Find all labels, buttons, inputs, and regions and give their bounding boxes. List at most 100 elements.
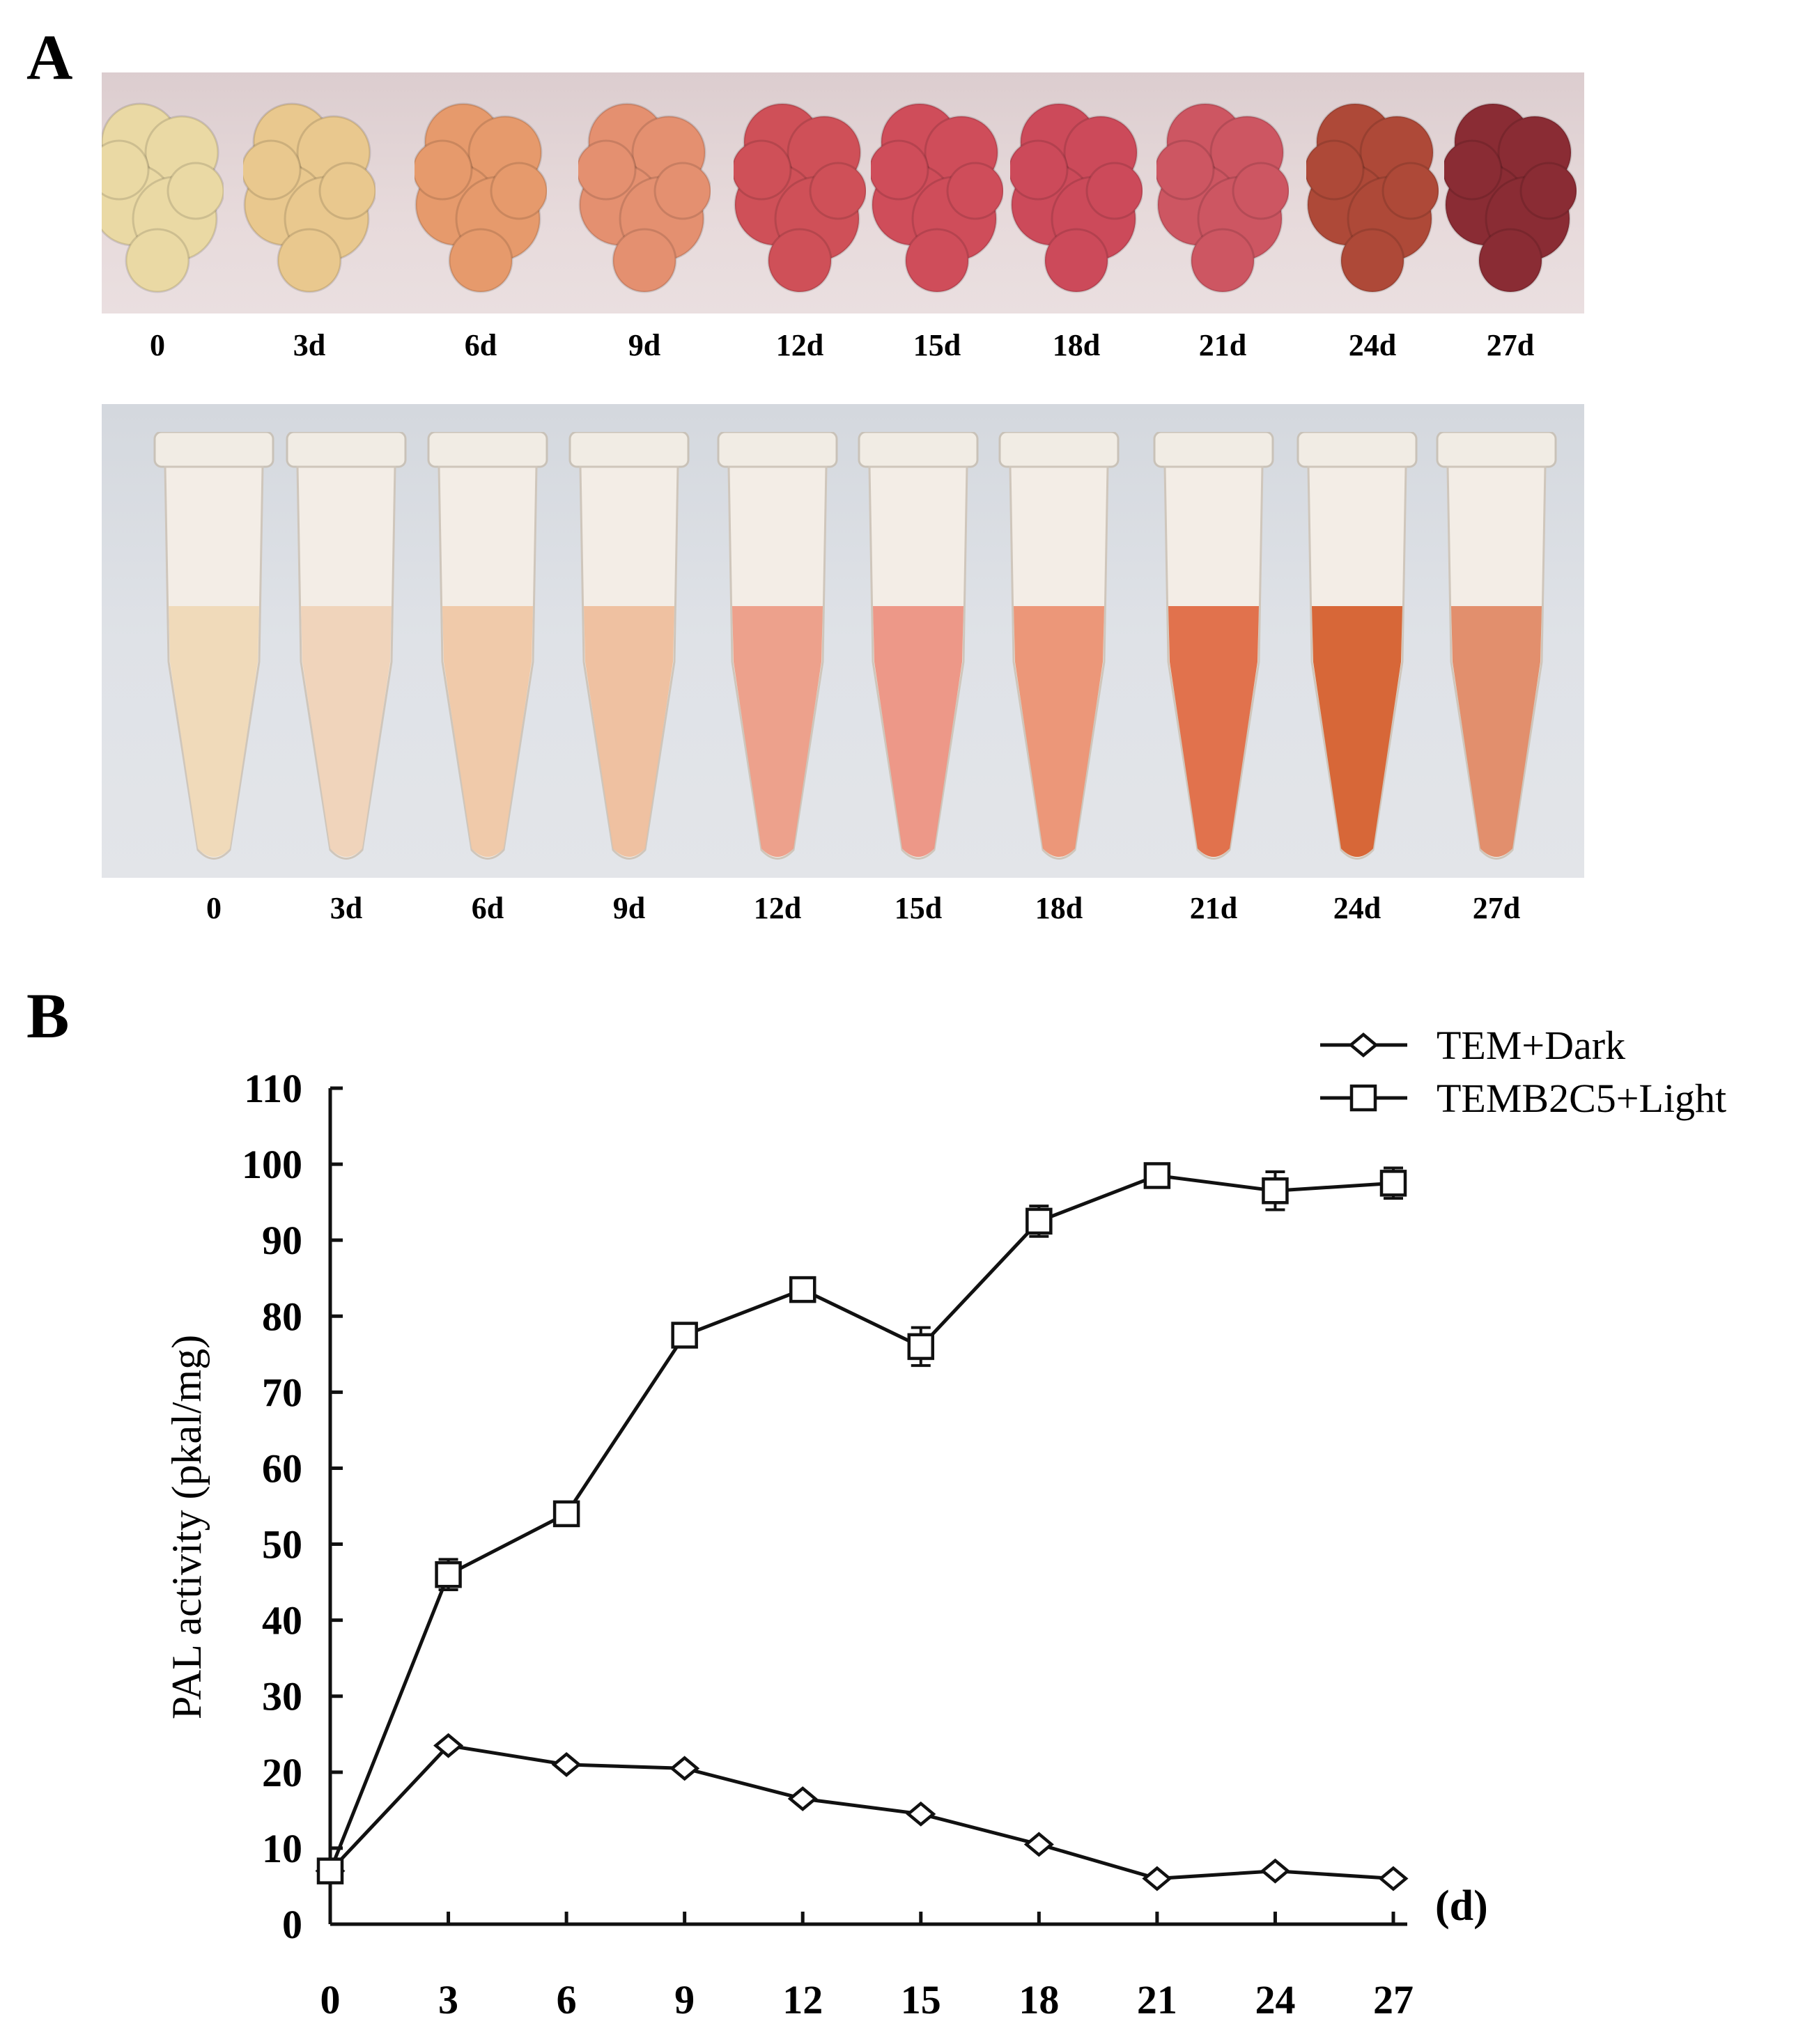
x-tick-label: 6 <box>557 1977 577 2022</box>
callus-time-label: 9d <box>628 328 661 362</box>
tube-cap <box>568 432 690 468</box>
tube-time-label: 15d <box>894 891 943 925</box>
callus-lobe <box>318 162 376 220</box>
callus-lobe <box>1044 228 1109 293</box>
callus-time-label: 0 <box>150 328 165 362</box>
callus-lobe <box>1010 139 1069 201</box>
tube-sample <box>286 432 407 860</box>
legend-item: TEMB2C5+Light <box>1320 1076 1726 1121</box>
tube-liquid <box>732 606 823 857</box>
pal-activity-chart: 0 10 20 30 40 50 60 70 80 90 100 110 0 3 6 9 12 15 18 21 24 2… <box>164 1023 1726 2022</box>
callus-lobe <box>612 228 677 293</box>
callus-sample <box>734 102 866 293</box>
y-tick-label: 20 <box>262 1750 302 1795</box>
callus-sample <box>415 102 547 293</box>
y-tick-label: 30 <box>262 1674 302 1719</box>
tube-time-label: 24d <box>1333 891 1381 925</box>
callus-lobe <box>1190 228 1255 293</box>
callus-sample <box>102 102 224 293</box>
y-tick-label: 40 <box>262 1598 302 1643</box>
x-tick-label: 21 <box>1137 1977 1177 2022</box>
y-tick-label: 80 <box>262 1294 302 1339</box>
tube-sample <box>1436 432 1557 860</box>
tube-liquid <box>584 606 674 857</box>
tube-cap <box>1436 432 1557 468</box>
x-unit-label: (d) <box>1435 1882 1488 1930</box>
callus-sample <box>1156 102 1289 293</box>
panel-a-label: A <box>26 22 73 93</box>
series-line <box>328 1173 1394 1872</box>
callus-lobe <box>1381 162 1439 220</box>
data-point-diamond <box>1142 1866 1172 1891</box>
tube-time-label: 27d <box>1472 891 1521 925</box>
data-point-diamond <box>906 1801 936 1827</box>
y-tick-label: 110 <box>244 1066 302 1111</box>
x-tick-label: 18 <box>1019 1977 1059 2022</box>
tube-time-label: 21d <box>1189 891 1238 925</box>
x-tick-label: 12 <box>782 1977 823 2022</box>
data-point-square <box>316 1857 344 1884</box>
data-point-diamond <box>433 1733 464 1758</box>
tube-cap <box>858 432 979 468</box>
callus-lobe <box>102 139 150 201</box>
legend-label: TEMB2C5+Light <box>1437 1076 1726 1121</box>
callus-sample <box>1010 102 1143 293</box>
tube-sample <box>153 432 274 860</box>
tube-time-label: 0 <box>206 891 222 925</box>
tube-liquid <box>169 606 259 857</box>
tube-time-label: 18d <box>1035 891 1083 925</box>
data-point-square <box>1143 1162 1171 1189</box>
tube-sample <box>858 432 979 860</box>
callus-lobe <box>1085 162 1143 220</box>
series-line <box>329 1743 1394 1881</box>
callus-sample <box>1444 102 1577 293</box>
tube-cap <box>153 432 274 468</box>
chart-legend: TEM+Dark TEMB2C5+Light <box>1320 1023 1726 1121</box>
callus-time-label: 6d <box>464 328 497 362</box>
tube-sample <box>1296 432 1418 860</box>
callus-sample <box>1306 102 1439 293</box>
tube-cap <box>1153 432 1274 468</box>
data-point-square <box>1349 1084 1377 1112</box>
callus-time-label: 12d <box>775 328 824 362</box>
data-point-square <box>907 1333 935 1361</box>
tube-liquid <box>1312 606 1402 857</box>
series-light <box>316 1162 1407 1884</box>
callus-lobe <box>946 162 1003 220</box>
callus-lobe <box>1478 228 1543 293</box>
callus-time-labels: 0 3d 6d 9d 12d 15d 18d 21d 24d 27d <box>0 327 1796 369</box>
tube-cap <box>427 432 548 468</box>
callus-time-label: 21d <box>1198 328 1247 362</box>
callus-lobe <box>1232 162 1289 220</box>
data-point-diamond <box>1348 1032 1379 1058</box>
callus-time-label: 15d <box>913 328 961 362</box>
chart-series <box>315 1162 1409 1891</box>
callus-lobe <box>243 139 302 201</box>
y-tick-label: 100 <box>242 1142 302 1187</box>
tube-liquid <box>873 606 963 857</box>
callus-lobe <box>734 139 792 201</box>
tube-liquid <box>301 606 392 857</box>
tube-sample <box>427 432 548 860</box>
tube-time-label: 3d <box>330 891 363 925</box>
tube-liquid <box>1451 606 1542 857</box>
callus-lobe <box>490 162 547 220</box>
tube-sample <box>998 432 1120 860</box>
y-tick-label: 90 <box>262 1218 302 1263</box>
x-tick-label: 15 <box>901 1977 941 2022</box>
callus-lobe <box>871 139 929 201</box>
data-point-square <box>789 1276 816 1303</box>
callus-time-label: 18d <box>1052 328 1101 362</box>
y-tick-label: 0 <box>282 1902 302 1947</box>
data-point-square <box>435 1561 462 1588</box>
tube-time-labels: 0 3d 6d 9d 12d 15d 18d 21d 24d 27d <box>0 890 1796 932</box>
data-point-diamond <box>1023 1832 1054 1857</box>
panel-b-label: B <box>26 980 70 1051</box>
tube-cap <box>998 432 1120 468</box>
callus-lobe <box>767 228 833 293</box>
tube-liquid <box>1014 606 1104 857</box>
callus-lobe <box>1340 228 1405 293</box>
y-axis-label: PAL activity (pkal/mg) <box>164 1335 210 1719</box>
series-dark <box>315 1733 1409 1891</box>
callus-lobe <box>277 228 342 293</box>
